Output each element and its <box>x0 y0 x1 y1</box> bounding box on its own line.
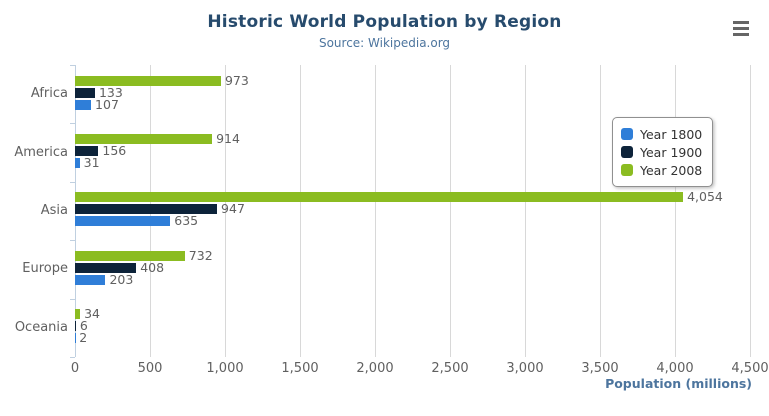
category-label: Africa <box>30 86 68 102</box>
bar-oceania-year-1900[interactable] <box>75 321 76 332</box>
data-label: 4,054 <box>687 189 723 205</box>
legend-swatch-icon <box>621 164 633 176</box>
x-axis-title: Population (millions) <box>605 376 752 391</box>
data-label: 156 <box>102 142 127 158</box>
bar-asia-year-1900[interactable] <box>75 204 218 215</box>
gridline <box>525 65 526 357</box>
legend: Year 1800 Year 1900 Year 2008 <box>612 117 714 187</box>
data-label: 732 <box>188 247 213 263</box>
bar-oceania-year-2008[interactable] <box>75 309 81 320</box>
gridline <box>375 65 376 357</box>
context-menu-button[interactable] <box>733 21 750 36</box>
legend-item-year-1800[interactable]: Year 1800 <box>621 125 702 143</box>
x-tick-label: 500 <box>137 361 163 376</box>
chart-subtitle: Source: Wikipedia.org <box>318 36 451 50</box>
gridline <box>225 65 226 357</box>
bar-america-year-2008[interactable] <box>75 133 213 144</box>
bar-asia-year-1800[interactable] <box>75 216 171 227</box>
hamburger-icon-bar <box>733 21 749 24</box>
x-tick-label: 4,500 <box>731 361 769 376</box>
x-tick-label: 3,500 <box>581 361 619 376</box>
category-label: Oceania <box>14 319 68 335</box>
y-axis-tick <box>70 357 75 358</box>
y-axis-tick <box>70 240 75 242</box>
x-tick-label: 1,000 <box>206 361 244 376</box>
data-label: 408 <box>140 259 165 275</box>
gridline <box>600 65 601 357</box>
gridline <box>300 65 301 357</box>
bar-africa-year-1900[interactable] <box>75 87 95 98</box>
bar-america-year-1900[interactable] <box>75 145 99 156</box>
hamburger-icon-bar <box>733 33 749 36</box>
category-label: Europe <box>22 261 68 277</box>
legend-swatch-icon <box>621 128 633 140</box>
y-axis-tick <box>70 298 75 300</box>
y-axis-tick <box>70 123 75 125</box>
legend-label: Year 1800 <box>640 126 703 142</box>
data-label: 635 <box>174 213 199 229</box>
data-label: 947 <box>221 201 245 217</box>
bar-africa-year-1800[interactable] <box>75 99 92 110</box>
x-tick-label: 4,000 <box>656 361 694 376</box>
gridline <box>750 65 751 357</box>
data-label: 107 <box>95 96 119 112</box>
bar-america-year-1800[interactable] <box>75 157 80 168</box>
data-label: 914 <box>216 130 240 146</box>
data-label: 31 <box>83 154 100 170</box>
data-label: 6 <box>79 318 88 334</box>
bar-europe-year-1900[interactable] <box>75 262 137 273</box>
gridline <box>675 65 676 357</box>
category-label: America <box>14 144 68 160</box>
legend-item-year-1900[interactable]: Year 1900 <box>621 143 702 161</box>
legend-label: Year 2008 <box>640 162 703 178</box>
y-axis-tick <box>70 181 75 183</box>
data-label: 973 <box>224 72 249 88</box>
chart-title: Historic World Population by Region <box>207 12 562 32</box>
data-label: 2 <box>79 330 88 346</box>
x-tick-label: 0 <box>70 361 80 376</box>
x-tick-label: 2,500 <box>431 361 469 376</box>
data-label: 133 <box>98 84 123 100</box>
data-label: 34 <box>84 306 100 322</box>
bar-africa-year-2008[interactable] <box>75 75 221 86</box>
bar-oceania-year-1800[interactable] <box>75 333 76 344</box>
bar-asia-year-2008[interactable] <box>75 192 684 203</box>
y-axis-tick <box>70 65 75 66</box>
legend-label: Year 1900 <box>640 144 703 160</box>
data-label: 203 <box>109 271 134 287</box>
hamburger-icon-bar <box>733 27 749 30</box>
category-label: Asia <box>40 203 68 218</box>
legend-item-year-2008[interactable]: Year 2008 <box>621 161 702 179</box>
x-tick-label: 1,500 <box>281 361 319 376</box>
bar-europe-year-2008[interactable] <box>75 250 185 261</box>
x-tick-label: 3,000 <box>506 361 544 376</box>
legend-swatch-icon <box>621 146 633 158</box>
bar-europe-year-1800[interactable] <box>75 274 106 285</box>
gridline <box>450 65 451 357</box>
x-tick-label: 2,000 <box>356 361 394 376</box>
